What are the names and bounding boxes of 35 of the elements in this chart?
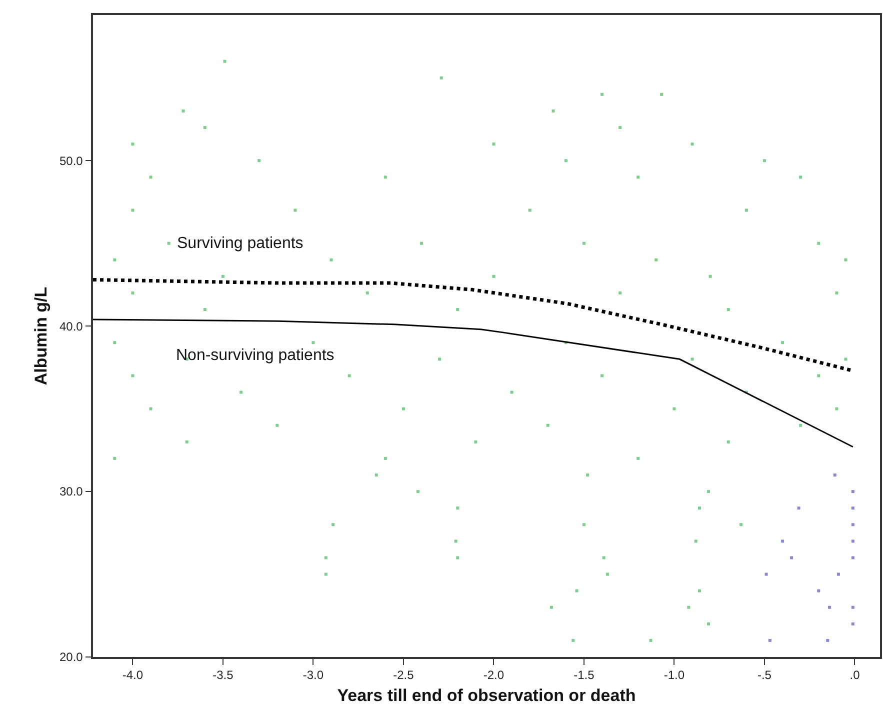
x-tick-label: -1.0 (664, 668, 685, 682)
annotation: Surviving patients (177, 235, 304, 252)
point (851, 506, 854, 510)
point (817, 589, 820, 592)
x-tick-label: -2.0 (483, 668, 504, 682)
point (828, 606, 831, 609)
x-tick-label: -.5 (757, 668, 772, 682)
x-tick-label: -3.0 (302, 668, 324, 682)
point (797, 506, 800, 510)
point (851, 523, 854, 526)
point (851, 606, 854, 609)
y-tick-label: 20.0 (59, 650, 84, 664)
point (790, 556, 794, 560)
annotation: Non-surviving patients (176, 347, 334, 364)
point (781, 540, 784, 543)
point (764, 572, 768, 576)
y-tick-label: 40.0 (59, 319, 84, 334)
y-axis-title: Albumin g/L (32, 286, 51, 386)
point (833, 473, 836, 476)
point (851, 540, 854, 543)
line-series (93, 318, 854, 448)
y-tick-label: 50.0 (59, 154, 84, 168)
point (851, 490, 854, 494)
point (836, 572, 840, 576)
x-tick-label: -2.5 (393, 668, 414, 682)
x-tick-label: .0 (850, 668, 860, 682)
point (826, 638, 830, 642)
x-tick-label: -1.5 (574, 668, 595, 682)
point (851, 556, 854, 560)
point (851, 622, 854, 626)
y-tick-label: 30.0 (59, 484, 84, 499)
x-tick-label: -4.0 (122, 668, 144, 682)
point (768, 638, 772, 642)
x-tick-label: -3.5 (212, 668, 234, 682)
x-axis-title: Years till end of observation or death (337, 686, 636, 706)
